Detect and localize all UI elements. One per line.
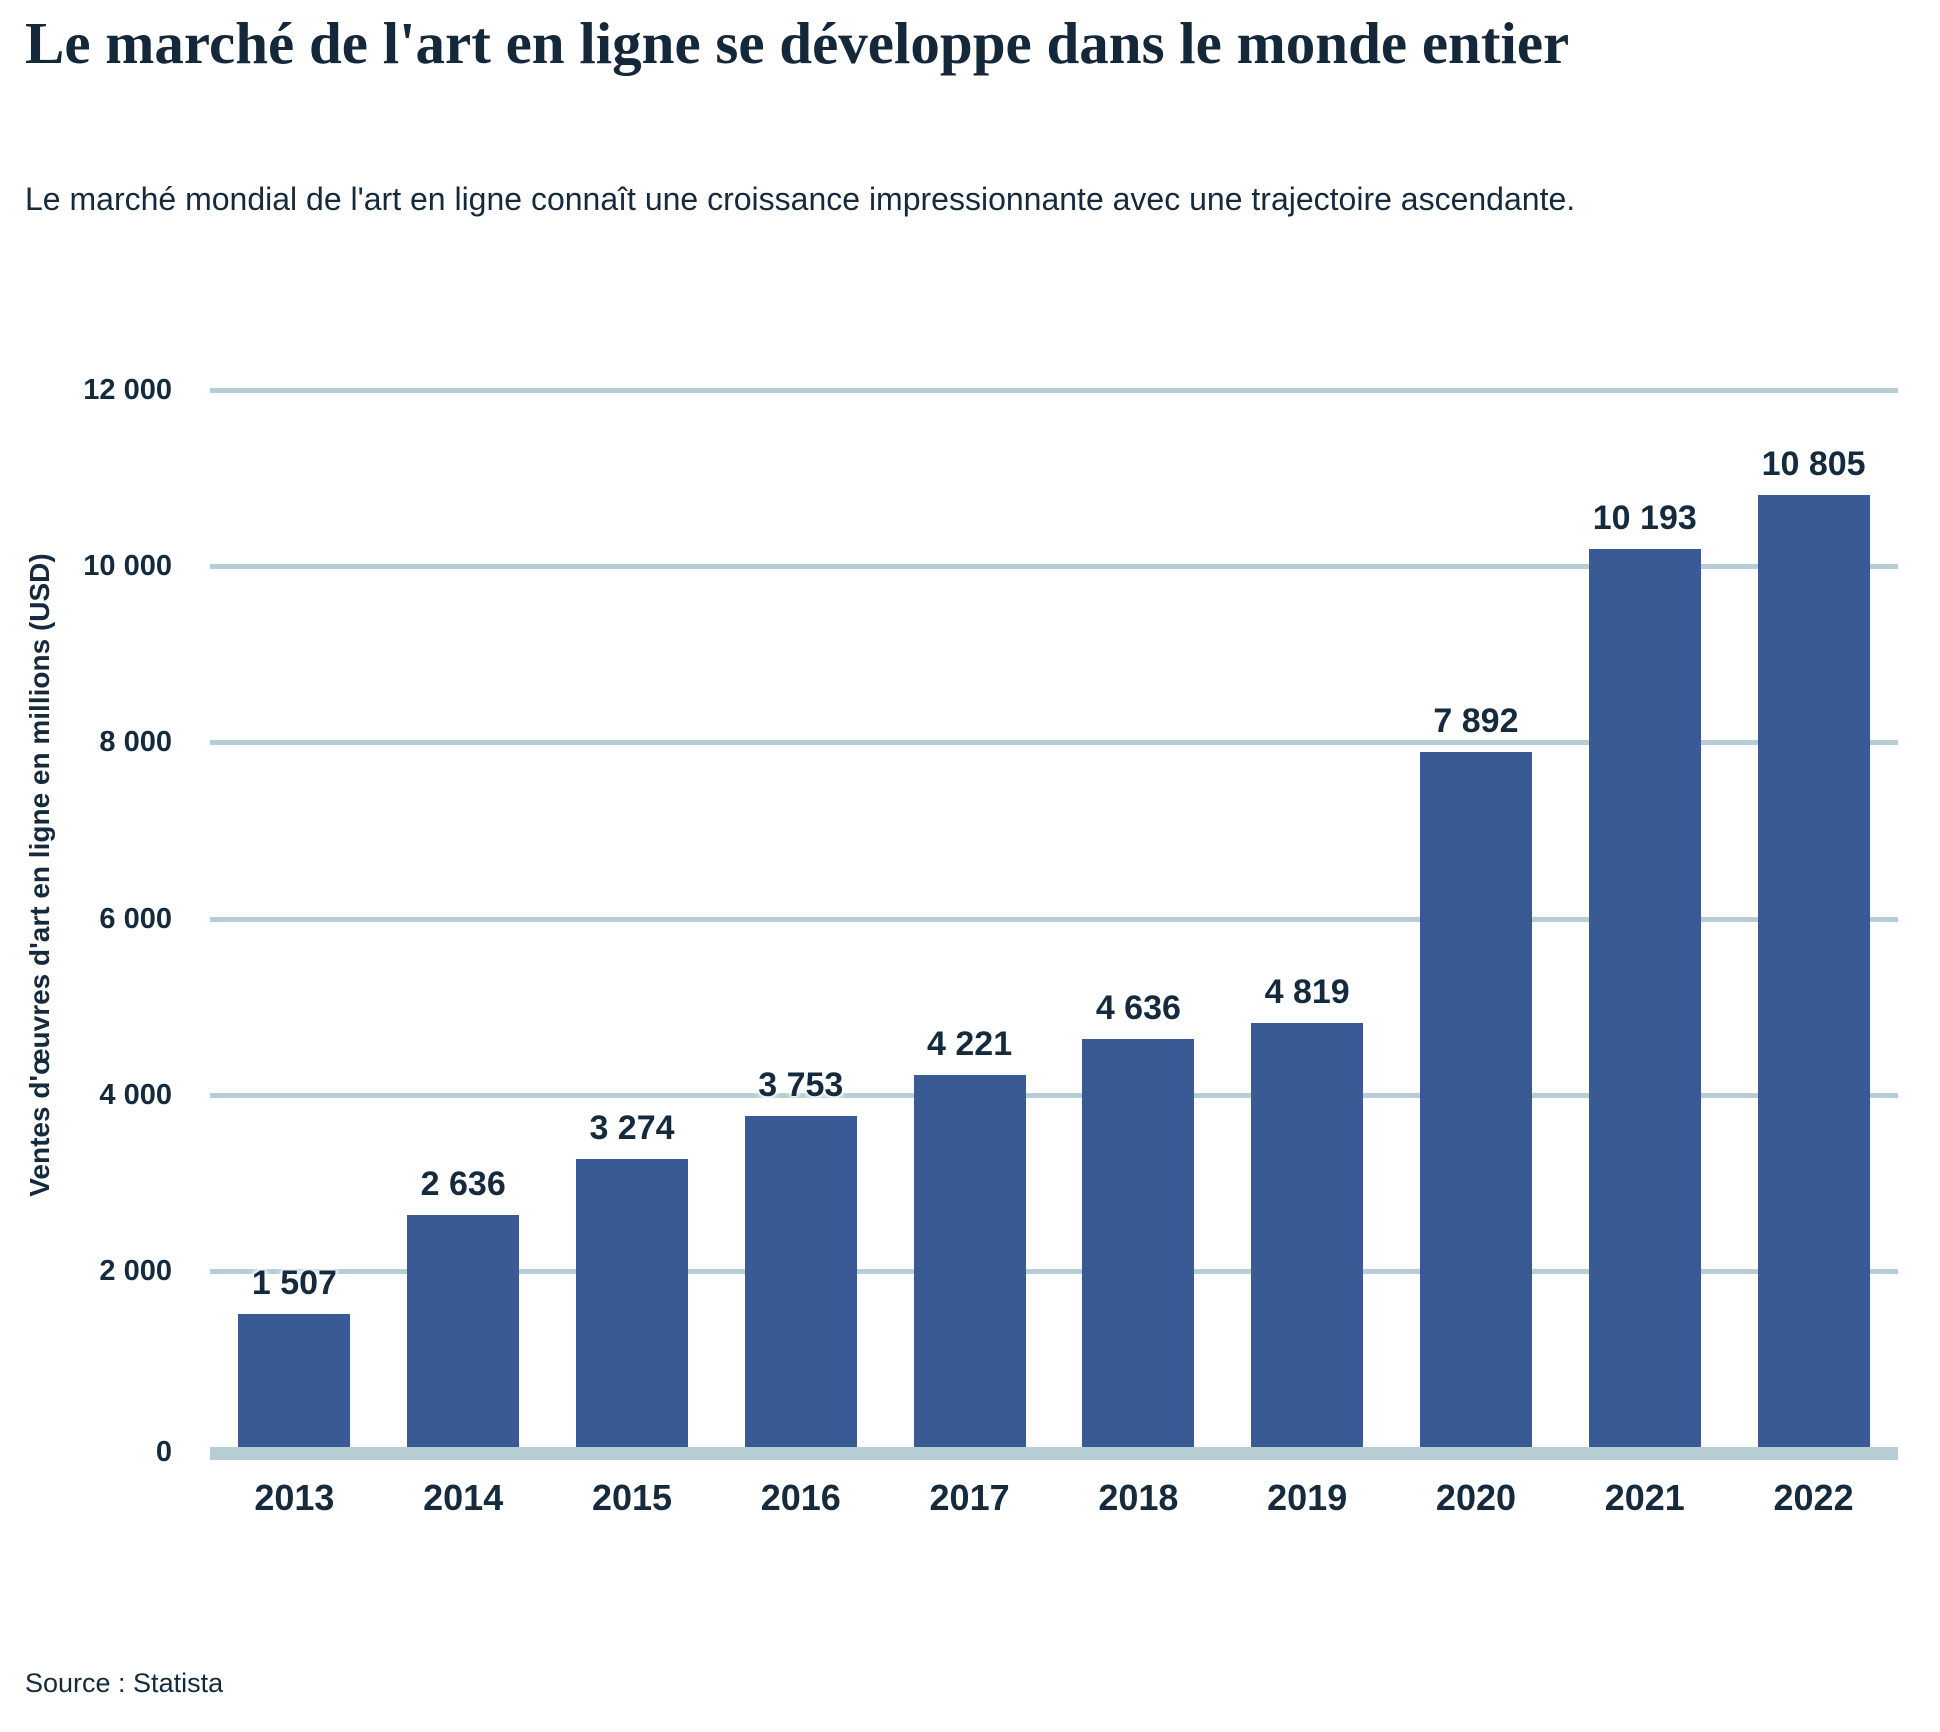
gridline-4000 — [210, 1093, 1898, 1098]
x-tick-label-2016: 2016 — [760, 1477, 841, 1518]
bar-group-2013: 1 507 — [210, 1264, 379, 1447]
x-axis-labels: 2013 2014 2015 2016 2017 2018 2019 2020 2021 2022 — [210, 1477, 1898, 1519]
bar-2014 — [407, 1215, 520, 1447]
x-tick-label-2021: 2021 — [1604, 1477, 1685, 1518]
bar-2016 — [744, 1116, 857, 1447]
bar-group-2021: 10 193 — [1560, 499, 1729, 1447]
x-tick-label-2022: 2022 — [1773, 1477, 1854, 1518]
y-tick-label-0: 0 — [155, 1436, 172, 1468]
x-tick-label-2017: 2017 — [929, 1477, 1010, 1518]
bar-value-label: 4 636 — [1095, 989, 1181, 1027]
bar-2013 — [238, 1314, 351, 1447]
bar-2021 — [1588, 549, 1701, 1447]
bars-layer: 1 507 2 636 3 274 3 753 4 221 4 636 4 819 7 892… — [210, 390, 1898, 1447]
y-tick-label-10000: 10 000 — [83, 550, 172, 582]
gridline-10000 — [210, 564, 1898, 569]
gridline-12000 — [210, 388, 1898, 393]
y-tick-label-6000: 6 000 — [99, 903, 172, 935]
bar-value-label: 3 753 — [758, 1066, 844, 1104]
plot-area: 0 2 000 4 000 6 000 8 000 10 000 12 000 1 507 2 … — [83, 374, 1898, 1468]
bar-value-label: 3 274 — [589, 1109, 675, 1147]
bar-2015 — [575, 1159, 688, 1447]
x-tick-label-2019: 2019 — [1267, 1477, 1348, 1518]
bar-2018 — [1082, 1039, 1195, 1447]
x-tick-label-2013: 2013 — [254, 1477, 335, 1518]
bar-2022 — [1757, 495, 1870, 1447]
bar-2019 — [1251, 1023, 1364, 1447]
bar-value-label: 4 221 — [927, 1025, 1013, 1063]
bar-2020 — [1419, 752, 1532, 1447]
bar-group-2020: 7 892 — [1392, 702, 1561, 1447]
chart-title: Le marché de l'art en ligne se développe… — [25, 10, 1570, 76]
y-tick-label-2000: 2 000 — [99, 1255, 172, 1287]
y-tick-label-12000: 12 000 — [83, 374, 172, 406]
bar-group-2016: 3 753 — [716, 1066, 885, 1447]
bar-value-label: 10 805 — [1761, 445, 1866, 483]
bar-value-label: 4 819 — [1264, 973, 1350, 1011]
bar-group-2022: 10 805 — [1729, 445, 1898, 1447]
x-tick-label-2020: 2020 — [1435, 1477, 1517, 1518]
chart-subtitle: Le marché mondial de l'art en ligne conn… — [25, 181, 1576, 217]
gridline-6000 — [210, 917, 1898, 922]
bar-group-2019: 4 819 — [1223, 973, 1392, 1447]
bar-group-2017: 4 221 — [885, 1025, 1054, 1447]
bar-group-2015: 3 274 — [548, 1109, 717, 1447]
x-tick-label-2015: 2015 — [591, 1477, 673, 1518]
bar-value-label: 2 636 — [420, 1165, 506, 1203]
bar-value-label: 7 892 — [1433, 702, 1519, 740]
y-tick-label-4000: 4 000 — [99, 1079, 172, 1111]
source-note: Source : Statista — [25, 1668, 224, 1698]
bar-2017 — [913, 1075, 1026, 1447]
x-axis-baseline — [210, 1447, 1898, 1460]
y-tick-label-8000: 8 000 — [99, 726, 172, 758]
gridline-8000 — [210, 740, 1898, 745]
bar-value-label: 10 193 — [1592, 499, 1697, 537]
x-tick-label-2014: 2014 — [423, 1477, 504, 1518]
x-tick-label-2018: 2018 — [1098, 1477, 1179, 1518]
bar-group-2018: 4 636 — [1054, 989, 1223, 1447]
gridline-2000 — [210, 1269, 1898, 1274]
bar-value-label: 1 507 — [251, 1264, 337, 1302]
bar-group-2014: 2 636 — [379, 1165, 548, 1447]
